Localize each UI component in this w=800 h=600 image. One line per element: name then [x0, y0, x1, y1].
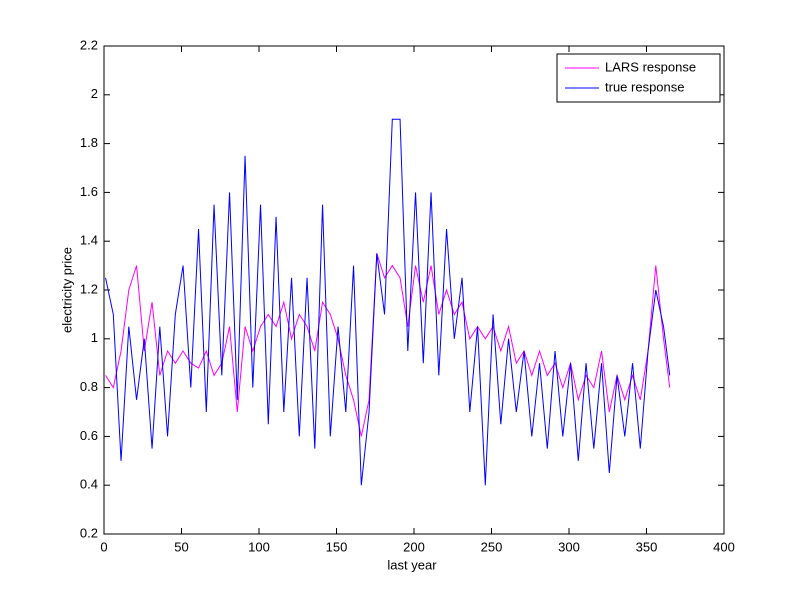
x-tick-label: 150 — [326, 539, 348, 554]
x-tick-label: 0 — [100, 539, 107, 554]
x-tick-label: 350 — [636, 539, 658, 554]
y-tick-label: 0.4 — [80, 477, 98, 492]
y-tick-label: 1 — [91, 330, 98, 345]
y-tick-label: 1.6 — [80, 184, 98, 199]
legend-label: LARS response — [605, 59, 696, 74]
y-tick-label: 0.2 — [80, 525, 98, 540]
y-tick-label: 0.8 — [80, 379, 98, 394]
y-tick-label: 1.8 — [80, 135, 98, 150]
legend-label: true response — [605, 79, 685, 94]
x-tick-label: 400 — [713, 539, 735, 554]
x-tick-label: 200 — [403, 539, 425, 554]
y-tick-label: 0.6 — [80, 428, 98, 443]
x-axis-label: last year — [387, 557, 437, 572]
x-tick-label: 50 — [174, 539, 188, 554]
x-tick-label: 300 — [558, 539, 580, 554]
y-axis-label: electricity price — [59, 247, 74, 333]
y-tick-label: 1.4 — [80, 233, 98, 248]
y-tick-label: 1.2 — [80, 281, 98, 296]
x-tick-label: 250 — [481, 539, 503, 554]
line-series — [105, 118, 671, 486]
plot-area — [103, 45, 725, 535]
y-tick-label: 2.2 — [80, 37, 98, 52]
x-tick-label: 100 — [248, 539, 270, 554]
y-tick-label: 2 — [91, 86, 98, 101]
line-series — [105, 253, 671, 437]
legend-box — [556, 53, 721, 103]
